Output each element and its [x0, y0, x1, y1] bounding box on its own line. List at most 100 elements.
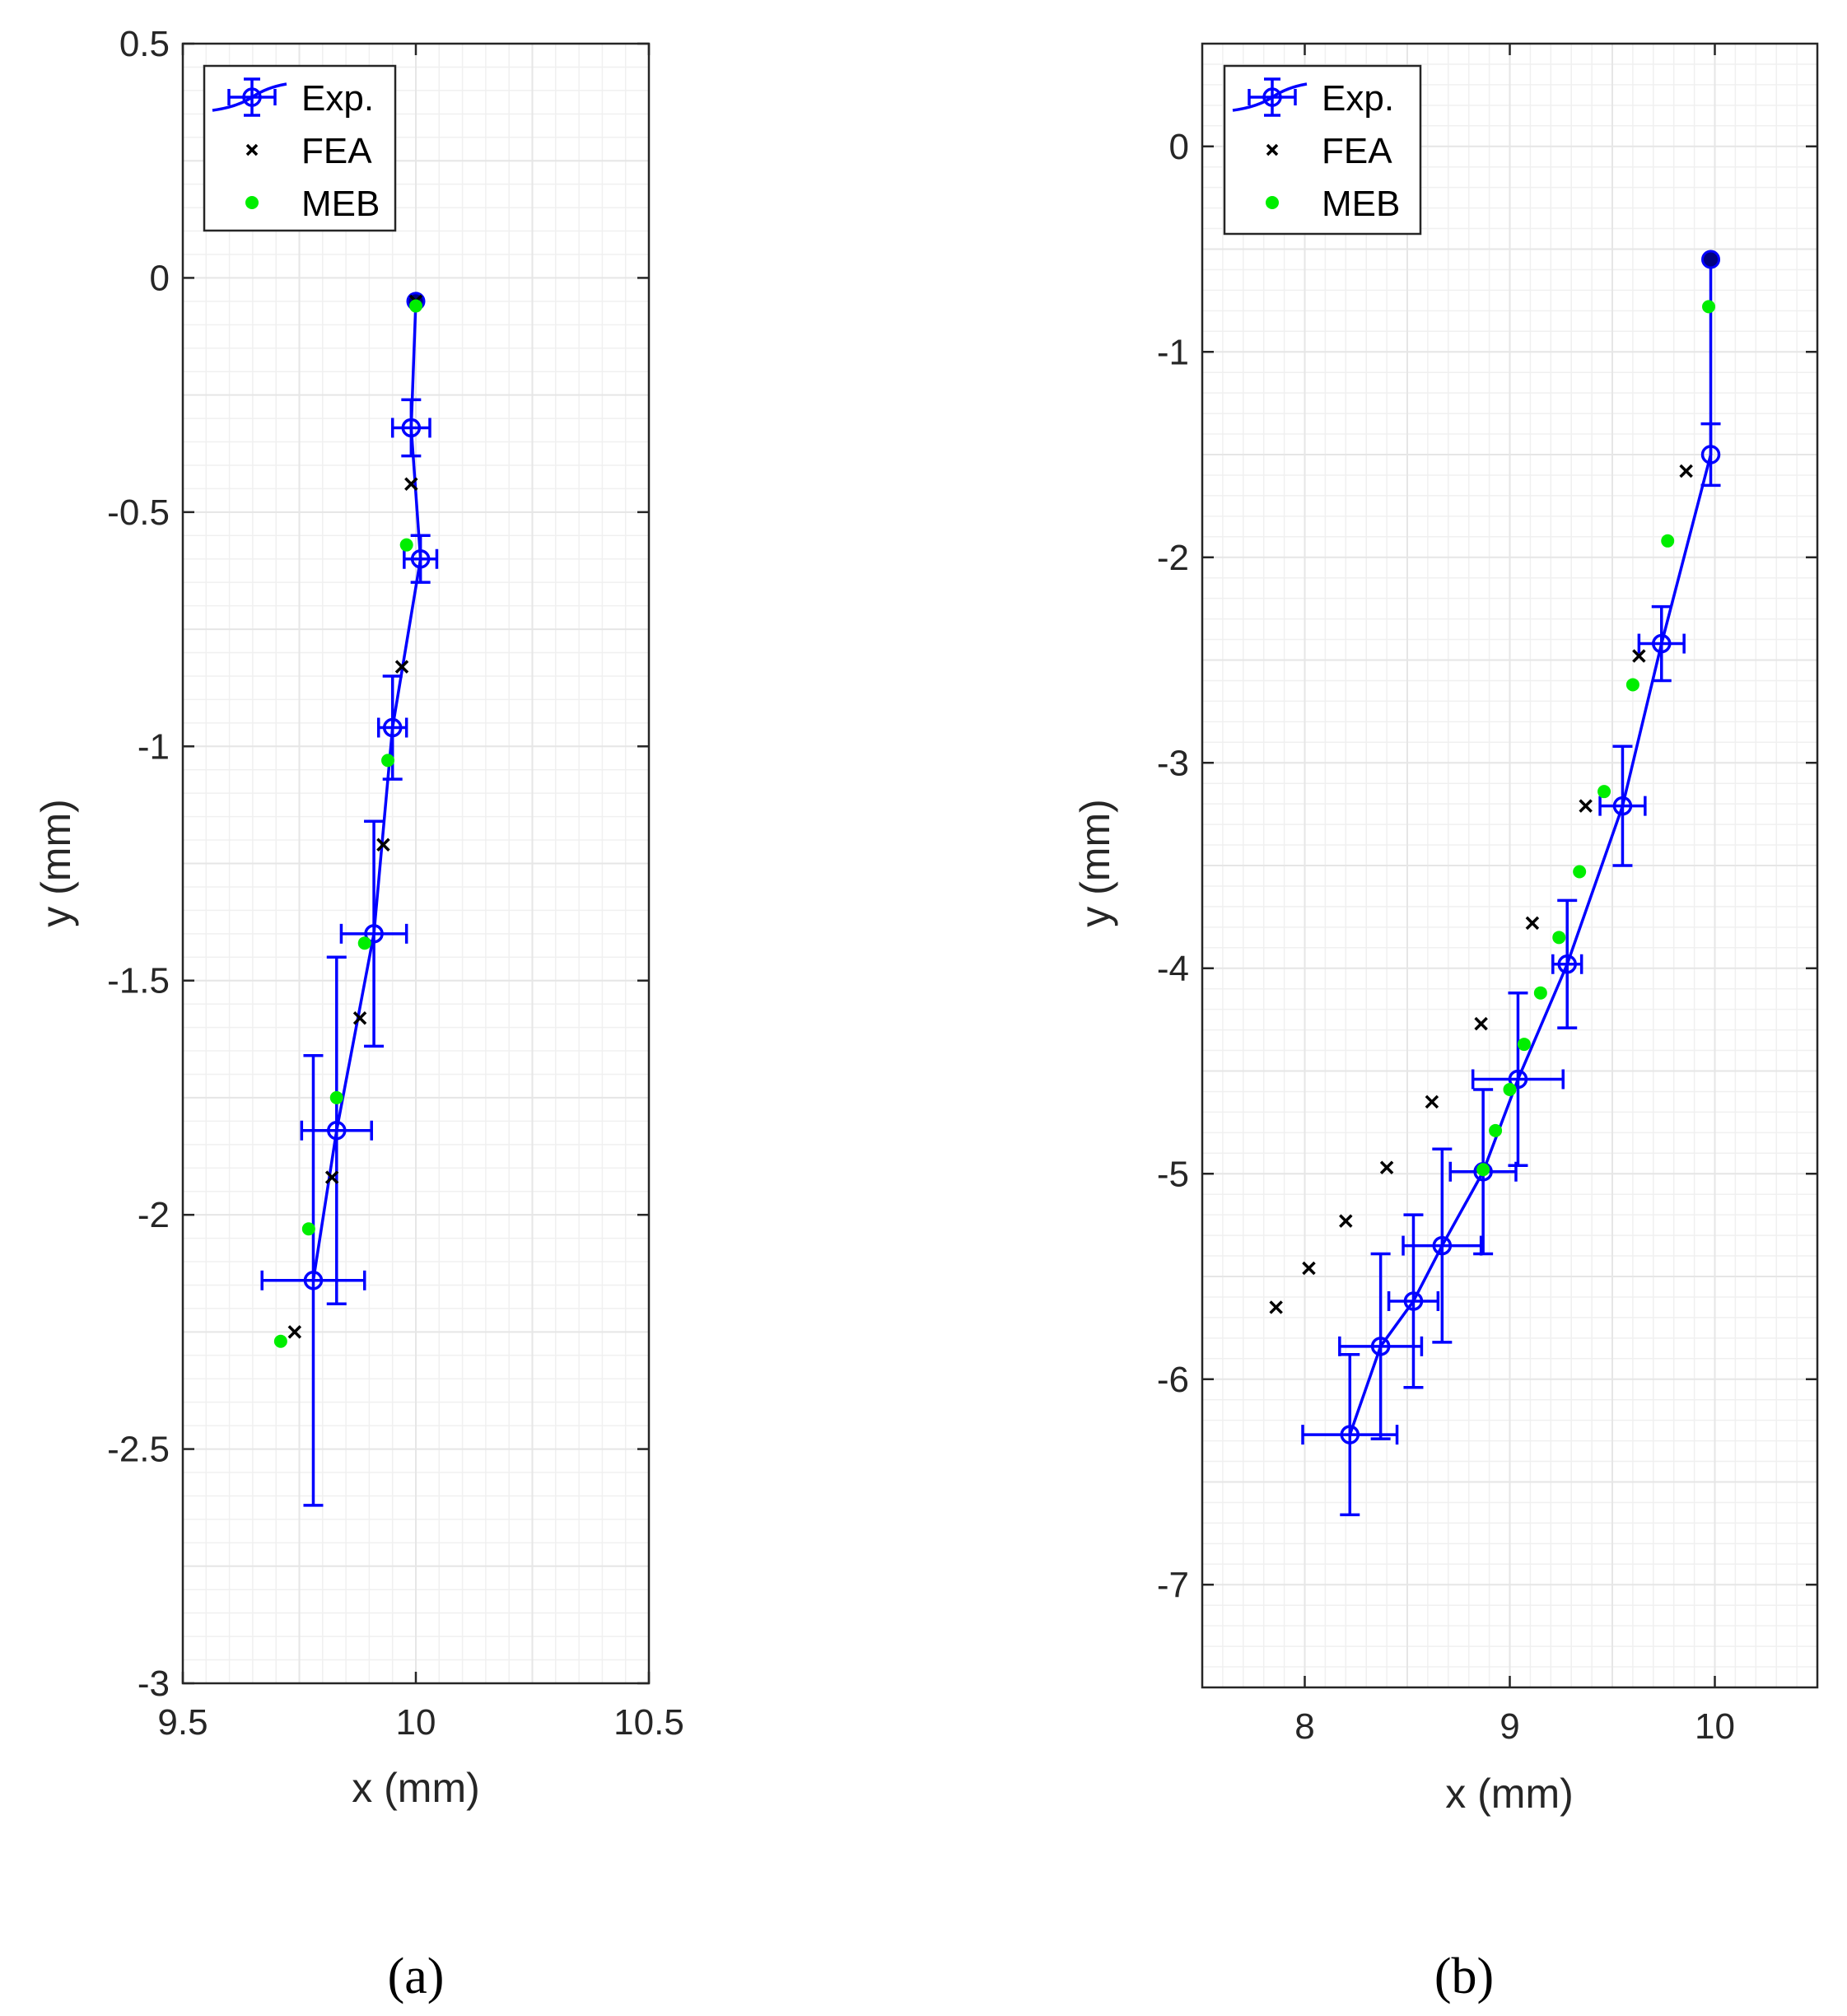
x-tick-label: 10: [396, 1702, 436, 1743]
meb-point: [1625, 678, 1639, 692]
exp-errorbar: [390, 398, 431, 458]
exp-point: [1432, 1235, 1453, 1256]
exp-errorbar: [1471, 991, 1565, 1168]
y-tick-label: -2: [138, 1195, 170, 1235]
exp-errorbar: [1402, 1147, 1483, 1344]
legend: Exp. FEA MEB: [1223, 64, 1422, 236]
fea-point: [1339, 1214, 1353, 1228]
exp-point: [1508, 1069, 1528, 1090]
exp-point: [401, 418, 422, 438]
exp-errorbar: [1700, 422, 1721, 488]
fea-point: [1525, 916, 1540, 931]
y-tick-label: 0: [1169, 127, 1189, 167]
fea-point: [1269, 1300, 1283, 1314]
exp-errorbar: [300, 955, 373, 1305]
legend-meb-label: MEB: [301, 184, 380, 224]
meb-point: [409, 299, 422, 313]
legend-fea-label: FEA: [1322, 131, 1392, 171]
y-tick-label: -6: [1157, 1360, 1189, 1400]
fea-marker-stroke: [1269, 1300, 1283, 1314]
meb-point: [1476, 1163, 1490, 1177]
series-group: [1269, 250, 1721, 1517]
exp-errorbar: [1551, 898, 1583, 1029]
panel-label: (b): [1434, 1948, 1494, 2004]
exp-errorbar: [1598, 744, 1647, 867]
fea-point: [376, 838, 390, 852]
legend-meb-swatch: [245, 196, 259, 209]
fea-marker-stroke: [1302, 1261, 1316, 1276]
legend-exp-marker: [1262, 87, 1282, 107]
fea-marker-stroke: [404, 477, 418, 491]
exp-point: [1612, 796, 1633, 816]
x-tick-label: 9.5: [157, 1702, 208, 1743]
legend-exp-label: Exp.: [301, 78, 374, 119]
meb-point: [1533, 986, 1547, 1000]
fea-marker-stroke: [1425, 1094, 1439, 1109]
exp-point: [1340, 1425, 1360, 1444]
x-tick-label: 8: [1294, 1706, 1314, 1747]
fea-point: [1302, 1261, 1316, 1276]
fea-point: [1579, 799, 1593, 813]
fea-point: [1632, 649, 1646, 663]
fea-point: [1379, 1160, 1394, 1175]
meb-point: [273, 1334, 287, 1348]
legend-exp-swatch: [1232, 77, 1308, 117]
fea-point: [1679, 464, 1693, 478]
fea-marker-stroke: [1379, 1160, 1394, 1175]
x-tick-label: 10.5: [613, 1702, 684, 1743]
x-tick-label: 9: [1500, 1706, 1519, 1747]
fea-marker-stroke: [1266, 143, 1279, 156]
fea-marker-stroke: [394, 660, 409, 674]
fea-marker-stroke: [1579, 799, 1593, 813]
y-tick-label: -2: [1157, 538, 1189, 578]
fea-point: [352, 1010, 367, 1025]
exp-point: [1370, 1337, 1391, 1356]
fea-point: [1425, 1094, 1439, 1109]
exp-errorbar: [1301, 1353, 1399, 1517]
exp-point: [327, 1120, 347, 1141]
legend-meb-label: MEB: [1322, 184, 1400, 224]
y-tick-label: -1.5: [107, 961, 170, 1001]
fea-marker-stroke: [245, 143, 259, 156]
y-tick-label: -7: [1157, 1565, 1189, 1605]
exp-point: [303, 1271, 324, 1290]
x-axis-label: x (mm): [1445, 1771, 1574, 1817]
legend-box: [203, 64, 397, 232]
exp-errorbar: [1387, 1213, 1440, 1389]
fea-marker-stroke: [1339, 1214, 1353, 1228]
y-tick-label: 0: [150, 258, 170, 298]
legend-fea-swatch: [245, 143, 259, 156]
meb-point: [1552, 931, 1566, 945]
y-tick-label: -3: [1157, 743, 1189, 783]
legend-meb-swatch: [1266, 196, 1279, 209]
fea-marker-stroke: [324, 1170, 339, 1184]
fea-marker-stroke: [1632, 649, 1646, 663]
chart-panel-b: 8 9 10 -7 -6 -5 -4 -3 -2 -1 0 x (mm) y (mm) Exp. FEA ME…: [1072, 42, 1819, 2004]
fea-marker-stroke: [352, 1010, 367, 1025]
meb-point: [329, 1090, 343, 1104]
y-axis-label: y (mm): [1072, 799, 1118, 927]
legend-fea-swatch: [1266, 143, 1279, 156]
y-tick-label: -5: [1157, 1154, 1189, 1194]
meb-point: [1661, 534, 1675, 548]
fea-point: [1474, 1016, 1488, 1031]
exp-point-start: [1701, 250, 1721, 269]
meb-point: [301, 1222, 315, 1236]
y-tick-label: -0.5: [107, 492, 170, 533]
legend: Exp. FEA MEB: [203, 64, 397, 232]
meb-point: [1503, 1082, 1517, 1096]
y-tick-label: -2.5: [107, 1430, 170, 1470]
meb-point: [1517, 1038, 1531, 1052]
legend-fea-label: FEA: [301, 131, 372, 171]
exp-errorbar: [1637, 604, 1686, 683]
exp-point: [1652, 633, 1672, 654]
y-axis-label: y (mm): [33, 799, 79, 927]
fea-point: [394, 660, 409, 674]
legend-exp-marker: [242, 87, 262, 107]
exp-errorbar: [339, 819, 408, 1048]
exp-point: [1403, 1291, 1424, 1311]
exp-point: [410, 548, 431, 569]
y-tick-label: -3: [138, 1664, 170, 1704]
meb-point: [1702, 300, 1716, 314]
